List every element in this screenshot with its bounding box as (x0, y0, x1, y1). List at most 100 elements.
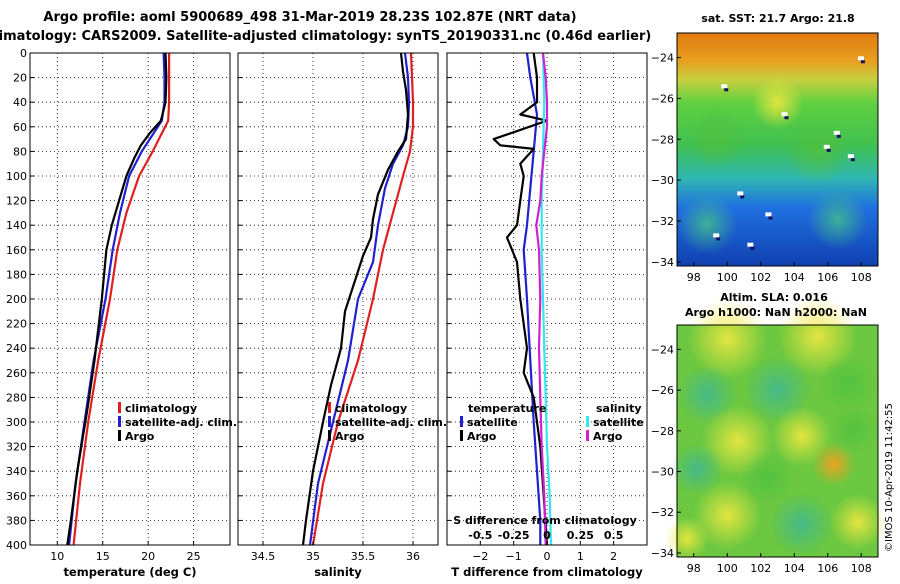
sla-texture (687, 298, 768, 379)
legend-swatch-argo (328, 430, 331, 441)
legend-swatch-sal-argo (586, 430, 589, 441)
sla-texture (811, 442, 856, 487)
legend-swatch-argo (118, 430, 121, 441)
map-x-tick-label: 108 (851, 271, 872, 284)
y-tick-label: 220 (6, 318, 27, 331)
secondary-x-tick-label: -0.5 (468, 529, 492, 542)
sst-missing-pixel (847, 154, 854, 159)
y-tick-label: 180 (6, 268, 27, 281)
figure-title-line2: Climatology: CARS2009. Satellite-adjuste… (0, 29, 651, 44)
y-tick-label: 340 (6, 465, 27, 478)
y-tick-label: 360 (6, 490, 27, 503)
series-line-argo_salinity (535, 52, 549, 546)
legend-group-salinity: salinity (596, 402, 642, 415)
sla-texture (819, 355, 876, 411)
map-y-tick-label: −34 (651, 256, 674, 269)
map-y-tick-label: −26 (651, 92, 674, 105)
sst-texture (687, 107, 748, 168)
sst-missing-shadow (826, 148, 831, 152)
x-tick-label: −1 (506, 550, 522, 563)
map-x-tick-label: 102 (750, 562, 771, 575)
map-y-tick-label: −24 (651, 343, 674, 356)
sla-texture (693, 481, 762, 550)
y-tick-label: 200 (6, 293, 27, 306)
secondary-x-tick-label: 0.25 (567, 529, 594, 542)
sst-missing-shadow (784, 116, 789, 120)
sla-texture (829, 494, 886, 551)
legend-swatch-temp-satellite (460, 416, 463, 427)
x-tick-label: 1 (577, 550, 584, 563)
salinity-legend: climatology satellite-adj. clim. Argo (328, 402, 447, 443)
map-y-tick-label: −28 (651, 425, 674, 438)
map-x-tick-label: 98 (687, 271, 701, 284)
sst-map-panel: 98 100 102 104 106 108 −34 −32 −30 −28 −26 −24 (651, 32, 879, 284)
sst-missing-shadow (724, 88, 729, 92)
temperature-panel: 10 15 20 25 0 20 40 60 80 100 120 140 160 180 200 220 24… (6, 47, 231, 579)
map-y-tick-label: −32 (651, 215, 674, 228)
sst-missing-shadow (850, 158, 855, 162)
sla-texture (665, 516, 710, 561)
y-tick-label: 80 (13, 145, 27, 158)
y-tick-label: 60 (13, 121, 27, 134)
map-x-tick-label: 106 (817, 562, 838, 575)
x-axis-label: salinity (314, 565, 362, 579)
map-y-tick-label: −26 (651, 384, 674, 397)
y-tick-label: 260 (6, 367, 27, 380)
x-tick-label: 0 (544, 550, 551, 563)
x-tick-label: −2 (472, 550, 488, 563)
x-axis-label: T difference from climatology (451, 565, 643, 579)
sla-map-title-line2: Argo h1000: NaN h2000: NaN (685, 306, 867, 319)
difference-panel: −2 −1 0 1 2 T difference from climatology S di… (446, 52, 648, 579)
legend-label-satellite: satellite-adj. clim. (335, 416, 447, 429)
x-tick-label: 35.5 (351, 550, 376, 563)
sst-missing-pixel (713, 233, 720, 238)
map-x-tick-label: 98 (687, 562, 701, 575)
legend-label-sal-satellite: satellite (593, 416, 644, 429)
map-y-tick-label: −24 (651, 52, 674, 65)
y-tick-label: 20 (13, 72, 27, 85)
legend-swatch-climatology (118, 402, 121, 413)
map-x-tick-label: 102 (750, 271, 771, 284)
x-tick-label: 2 (610, 550, 617, 563)
legend-group-temperature: temperature (468, 402, 546, 415)
map-y-tick-label: −30 (651, 466, 674, 479)
map-frame (676, 32, 879, 267)
y-tick-label: 400 (6, 539, 27, 552)
y-tick-label: 40 (13, 96, 27, 109)
legend-swatch-satellite (118, 416, 121, 427)
sst-texture (807, 189, 868, 250)
series-line-sat_salinity (540, 52, 553, 546)
sst-texture (677, 194, 738, 255)
x-tick-label: 36 (406, 550, 420, 563)
series-line-argo (492, 52, 549, 546)
difference-legend: temperature satellite Argo salinity sate… (460, 402, 644, 443)
y-tick-label: 140 (6, 219, 27, 232)
sst-missing-shadow (750, 246, 755, 250)
legend-swatch-satellite (328, 416, 331, 427)
y-tick-label: 120 (6, 195, 27, 208)
sla-map-panel: 98 100 102 104 106 108 −34 −32 −30 −28 −26 −24 (651, 296, 886, 575)
sst-missing-shadow (860, 60, 865, 64)
map-y-tick-label: −32 (651, 506, 674, 519)
x-axis-label: temperature (deg C) (63, 565, 196, 579)
sst-missing-pixel (857, 56, 864, 61)
series-line-satellite (308, 52, 411, 546)
legend-swatch-sal-satellite (586, 416, 589, 427)
sla-texture (829, 405, 878, 454)
sst-missing-pixel (721, 84, 728, 89)
legend-label-climatology: climatology (335, 402, 407, 415)
series-line-satellite (522, 52, 542, 545)
sla-texture (739, 450, 796, 507)
series-line-argo (301, 52, 410, 546)
secondary-x-tick-label: 0.5 (604, 529, 624, 542)
x-tick-label: 34.5 (251, 550, 276, 563)
y-tick-label: 0 (20, 47, 27, 60)
series-line-argo (66, 52, 168, 546)
y-tick-label: 300 (6, 416, 27, 429)
x-tick-label: 15 (96, 550, 110, 563)
map-y-tick-label: −28 (651, 133, 674, 146)
y-tick-label: 380 (6, 514, 27, 527)
sst-missing-shadow (716, 237, 721, 241)
legend-label-argo: Argo (335, 430, 365, 443)
